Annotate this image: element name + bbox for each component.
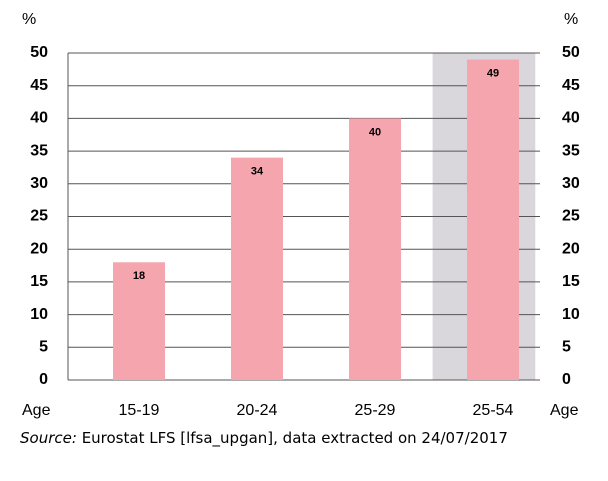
source-note: Source: Eurostat LFS [lfsa_upgan], data … bbox=[20, 426, 592, 450]
x-axis-label-right: Age bbox=[550, 402, 579, 419]
data-label: 34 bbox=[251, 166, 264, 178]
y-tick-label: 50 bbox=[30, 44, 48, 61]
y2-tick-label: 25 bbox=[562, 208, 580, 225]
y2-axis-label: % bbox=[564, 11, 578, 28]
bar bbox=[467, 59, 519, 380]
data-label: 40 bbox=[369, 126, 381, 138]
x-axis-label: Age bbox=[22, 402, 51, 419]
x-tick-label: 15-19 bbox=[119, 402, 160, 419]
y2-tick-label: 30 bbox=[562, 175, 580, 192]
y-tick-label: 45 bbox=[30, 77, 48, 94]
y2-tick-label: 15 bbox=[562, 273, 580, 290]
y2-tick-label: 10 bbox=[562, 306, 580, 323]
y-tick-label: 40 bbox=[30, 110, 48, 127]
data-label: 49 bbox=[487, 67, 499, 79]
y2-tick-label: 45 bbox=[562, 77, 580, 94]
y2-tick-label: 40 bbox=[562, 110, 580, 127]
source-label: Source: bbox=[20, 429, 77, 447]
y-tick-label: 20 bbox=[30, 240, 48, 257]
x-tick-label: 25-29 bbox=[355, 402, 396, 419]
data-label: 18 bbox=[133, 270, 145, 282]
y2-tick-label: 0 bbox=[562, 371, 571, 388]
y2-tick-label: 20 bbox=[562, 240, 580, 257]
y2-tick-label: 35 bbox=[562, 142, 580, 159]
y-tick-label: 30 bbox=[30, 175, 48, 192]
bar bbox=[231, 157, 283, 380]
chart: % % Age Age 0 5 10 15 20 25 30 35 40 45 50 0 5 10 15 20… bbox=[22, 11, 580, 419]
y-tick-label: 10 bbox=[30, 306, 48, 323]
x-tick-label: 20-24 bbox=[237, 402, 278, 419]
y2-tick-label: 50 bbox=[562, 44, 580, 61]
bar bbox=[349, 118, 401, 381]
y-tick-label: 5 bbox=[39, 339, 48, 356]
y-tick-label: 25 bbox=[30, 208, 48, 225]
y-axis-label: % bbox=[22, 11, 36, 28]
y-tick-label: 0 bbox=[39, 371, 48, 388]
x-tick-label: 25-54 bbox=[473, 402, 514, 419]
y-tick-label: 15 bbox=[30, 273, 48, 290]
y-tick-label: 35 bbox=[30, 142, 48, 159]
source-text: Eurostat LFS [lfsa_upgan], data extracte… bbox=[81, 429, 508, 447]
y2-tick-label: 5 bbox=[562, 339, 571, 356]
bar bbox=[113, 262, 165, 380]
